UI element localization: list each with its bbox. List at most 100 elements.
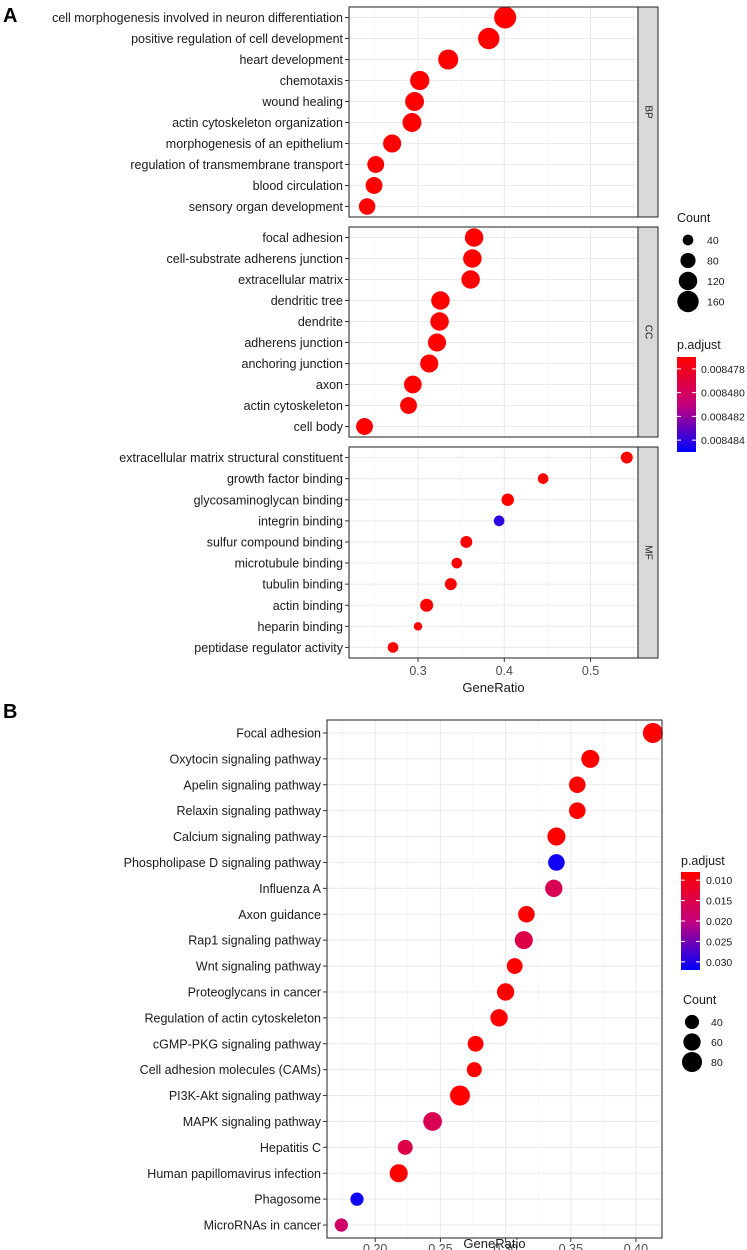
count-legend-key bbox=[682, 234, 694, 246]
y-tick-label: Focal adhesion bbox=[236, 726, 321, 740]
panel-b-background bbox=[327, 720, 662, 1238]
count-legend-label: 40 bbox=[711, 1017, 723, 1029]
y-tick-label: anchoring junction bbox=[242, 357, 344, 371]
x-tick-label: 0.20 bbox=[363, 1242, 387, 1250]
count-legend-key bbox=[680, 252, 696, 269]
panel-label-a: A bbox=[3, 5, 17, 27]
y-tick-label: integrin binding bbox=[258, 514, 343, 528]
y-tick-label: focal adhesion bbox=[262, 231, 343, 245]
padj-legend-label: 0.010 bbox=[706, 875, 732, 887]
data-point bbox=[400, 397, 417, 414]
data-point bbox=[460, 535, 473, 548]
panel-a-chart: cell morphogenesis involved in neuron di… bbox=[52, 6, 745, 695]
y-tick-label: Relaxin signaling pathway bbox=[176, 804, 321, 818]
x-tick-label: 0.35 bbox=[559, 1242, 583, 1250]
padj-legend-label: 0.008480 bbox=[701, 388, 745, 400]
panel-label-b: B bbox=[3, 701, 17, 723]
data-point bbox=[444, 578, 457, 591]
data-point bbox=[620, 451, 633, 464]
data-point bbox=[427, 333, 447, 352]
y-tick-label: axon bbox=[316, 378, 343, 392]
padj-legend-label: 0.008482 bbox=[701, 411, 745, 423]
y-tick-label: tubulin binding bbox=[262, 578, 343, 592]
data-point bbox=[490, 1009, 508, 1027]
padj-legend-label: 0.030 bbox=[706, 957, 732, 969]
y-tick-label: Proteoglycans in cancer bbox=[188, 985, 321, 999]
facet-strip-CC bbox=[637, 226, 659, 438]
data-point bbox=[461, 270, 480, 289]
data-point bbox=[451, 557, 463, 569]
data-point bbox=[420, 354, 439, 373]
data-point bbox=[467, 1035, 484, 1052]
y-tick-label: actin binding bbox=[273, 599, 343, 613]
y-tick-label: Rap1 signaling pathway bbox=[188, 934, 321, 948]
y-tick-label: chemotaxis bbox=[280, 74, 343, 88]
data-point bbox=[431, 291, 450, 310]
y-tick-label: sensory organ development bbox=[189, 200, 344, 214]
data-point bbox=[389, 1164, 408, 1183]
count-legend-key bbox=[678, 271, 698, 291]
data-point bbox=[387, 642, 399, 653]
x-axis-title: GeneRatio bbox=[463, 1236, 525, 1250]
data-point bbox=[413, 622, 423, 631]
y-tick-label: Axon guidance bbox=[238, 908, 321, 922]
y-tick-label: extracellular matrix bbox=[238, 273, 344, 287]
x-tick-label: 0.5 bbox=[582, 664, 599, 678]
y-tick-label: dendritic tree bbox=[271, 294, 343, 308]
data-point bbox=[466, 1062, 482, 1078]
y-tick-label: Phagosome bbox=[254, 1193, 321, 1207]
panel-a-facet-CC-background bbox=[349, 227, 638, 437]
data-point bbox=[537, 473, 549, 484]
data-point bbox=[568, 802, 586, 819]
data-point bbox=[420, 598, 434, 612]
y-tick-label: PI3K-Akt signaling pathway bbox=[169, 1089, 322, 1103]
data-point bbox=[478, 27, 500, 50]
padj-legend-label: 0.015 bbox=[706, 896, 732, 908]
y-tick-label: peptidase regulator activity bbox=[194, 641, 343, 655]
data-point bbox=[464, 228, 484, 247]
padj-colorbar bbox=[681, 872, 700, 970]
x-tick-label: 0.4 bbox=[496, 664, 513, 678]
count-legend-label: 80 bbox=[711, 1057, 723, 1069]
y-tick-label: cGMP-PKG signaling pathway bbox=[153, 1037, 322, 1051]
y-tick-label: cell body bbox=[294, 420, 344, 434]
data-point bbox=[501, 493, 515, 507]
y-tick-label: Calcium signaling pathway bbox=[173, 830, 322, 844]
padj-legend-label: 0.025 bbox=[706, 936, 732, 948]
y-tick-label: Regulation of actin cytoskeleton bbox=[145, 1011, 322, 1025]
padj-legend-label: 0.008484 bbox=[701, 435, 745, 447]
y-tick-label: Oxytocin signaling pathway bbox=[170, 752, 322, 766]
y-tick-label: regulation of transmembrane transport bbox=[130, 158, 343, 172]
y-tick-label: microtubule binding bbox=[235, 557, 343, 571]
padj-legend-label: 0.008478 bbox=[701, 364, 745, 376]
data-point bbox=[496, 983, 515, 1001]
y-tick-label: cell-substrate adherens junction bbox=[167, 252, 344, 266]
data-point bbox=[402, 113, 422, 132]
count-legend-label: 80 bbox=[707, 256, 719, 268]
data-point bbox=[494, 6, 517, 29]
data-point bbox=[423, 1112, 442, 1131]
panel-b-border bbox=[326, 719, 663, 1239]
padj-legend-title: p.adjust bbox=[677, 338, 721, 352]
y-tick-label: cell morphogenesis involved in neuron di… bbox=[52, 11, 343, 25]
data-point bbox=[581, 749, 600, 768]
data-point bbox=[350, 1192, 364, 1206]
data-point bbox=[365, 177, 383, 194]
data-point bbox=[545, 879, 563, 898]
y-tick-label: MAPK signaling pathway bbox=[183, 1115, 322, 1129]
data-point bbox=[358, 198, 376, 215]
facet-strip-MF bbox=[637, 446, 659, 659]
data-point bbox=[548, 854, 565, 871]
data-point bbox=[410, 70, 430, 91]
x-tick-label: 0.30 bbox=[493, 1242, 517, 1250]
y-tick-label: adherens junction bbox=[244, 336, 343, 350]
data-point bbox=[547, 827, 566, 846]
data-point bbox=[397, 1139, 413, 1155]
y-tick-label: actin cytoskeleton bbox=[244, 399, 343, 413]
data-point bbox=[568, 776, 586, 794]
data-point bbox=[334, 1218, 348, 1232]
x-tick-label: 0.40 bbox=[624, 1242, 648, 1250]
data-point bbox=[405, 92, 425, 111]
data-point bbox=[506, 958, 523, 974]
